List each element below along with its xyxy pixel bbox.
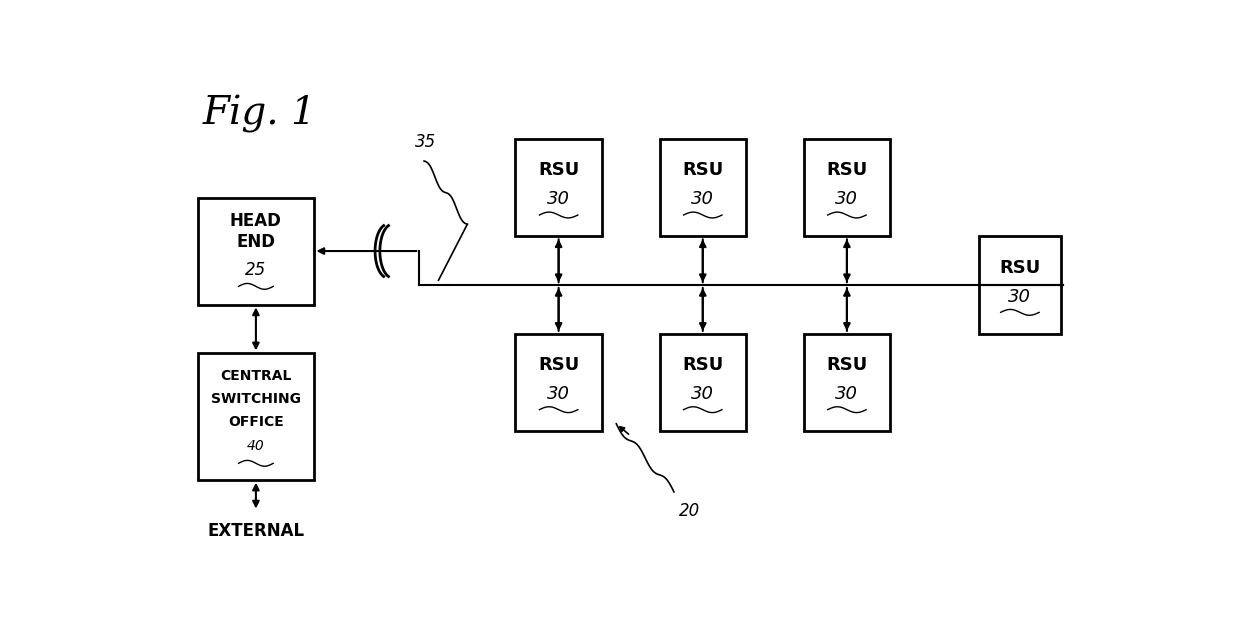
Text: OFFICE: OFFICE: [228, 415, 284, 428]
Bar: [660, 334, 746, 431]
Text: 30: 30: [836, 385, 858, 403]
Text: 30: 30: [547, 385, 570, 403]
Text: HEAD: HEAD: [229, 212, 281, 230]
Bar: [804, 139, 890, 236]
Text: 35: 35: [414, 133, 435, 151]
Text: RSU: RSU: [538, 356, 579, 374]
Bar: [980, 236, 1060, 334]
Bar: [804, 334, 890, 431]
Bar: [516, 334, 601, 431]
Text: EXTERNAL: EXTERNAL: [207, 522, 305, 540]
Text: RSU: RSU: [538, 161, 579, 179]
Text: RSU: RSU: [999, 258, 1040, 277]
Text: CENTRAL: CENTRAL: [221, 369, 291, 383]
Text: 40: 40: [247, 439, 265, 453]
Text: RSU: RSU: [826, 356, 868, 374]
Bar: [198, 353, 314, 480]
Text: SWITCHING: SWITCHING: [211, 392, 301, 406]
Text: RSU: RSU: [826, 161, 868, 179]
Text: 20: 20: [678, 502, 701, 520]
Text: Fig. 1: Fig. 1: [203, 95, 316, 133]
Text: RSU: RSU: [682, 161, 723, 179]
Text: 30: 30: [836, 190, 858, 209]
Bar: [660, 139, 746, 236]
Text: 30: 30: [1008, 288, 1032, 306]
Text: 25: 25: [246, 261, 267, 279]
Text: END: END: [237, 233, 275, 252]
Text: 30: 30: [547, 190, 570, 209]
Text: 30: 30: [691, 385, 714, 403]
Text: 30: 30: [691, 190, 714, 209]
Text: RSU: RSU: [682, 356, 723, 374]
Bar: [198, 198, 314, 305]
Bar: [516, 139, 601, 236]
